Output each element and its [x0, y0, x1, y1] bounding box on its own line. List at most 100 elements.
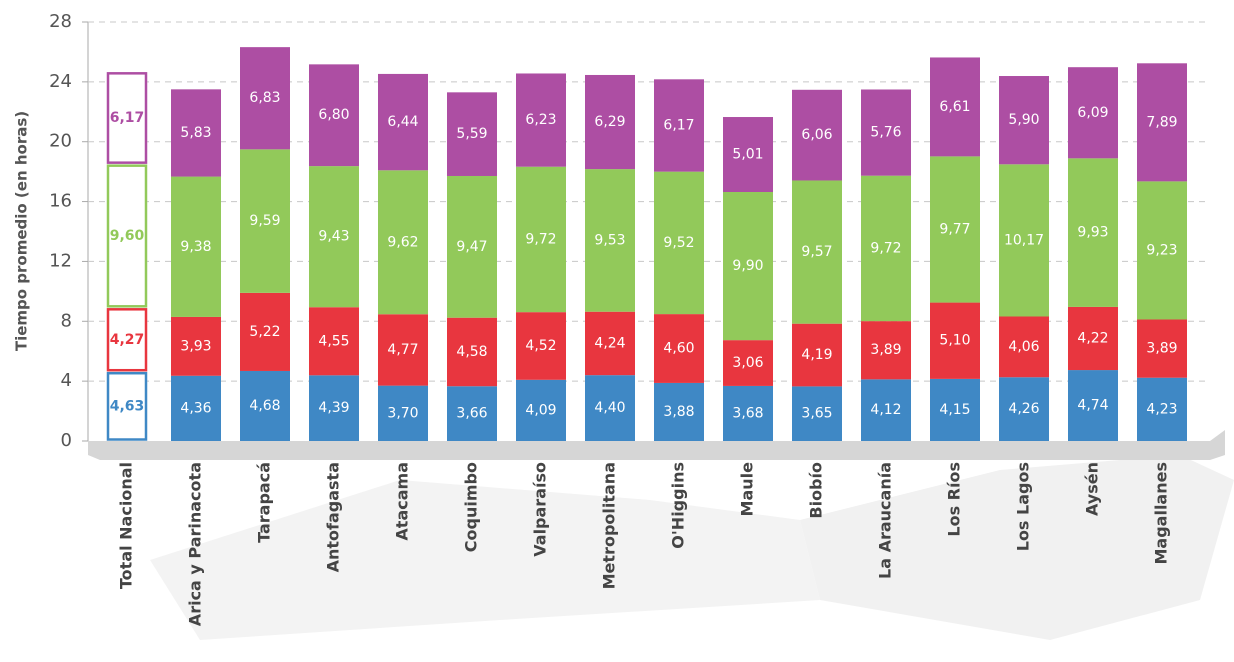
value-label: 4,68 — [249, 398, 280, 414]
value-label: 6,80 — [318, 107, 349, 123]
bar-segment — [171, 176, 221, 317]
bar-segment — [861, 89, 911, 176]
bar-segment — [1068, 158, 1118, 307]
bar-segment — [654, 382, 704, 441]
bar-segment — [240, 149, 290, 293]
value-label: 3,89 — [870, 342, 901, 358]
bar-segment — [654, 314, 704, 383]
bar-segment — [447, 92, 497, 176]
value-label: 3,68 — [732, 405, 763, 421]
bar-segment — [585, 74, 635, 170]
bar-segment — [447, 175, 497, 318]
value-label: 3,66 — [456, 406, 487, 422]
value-label: 5,90 — [1008, 112, 1039, 128]
bar-segment — [930, 57, 980, 157]
bar-segment — [240, 292, 290, 371]
bar-segment — [1137, 319, 1187, 378]
bar-segment — [516, 312, 566, 380]
bar-segment — [1068, 67, 1118, 159]
value-label: 4,74 — [1077, 398, 1108, 414]
value-label: 9,59 — [249, 213, 280, 229]
value-label: 3,93 — [180, 338, 211, 354]
bar-segment — [309, 375, 359, 441]
bar-segment — [516, 379, 566, 441]
value-label: 4,26 — [1008, 401, 1039, 417]
x-tick-label: Atacama — [393, 462, 412, 541]
bar-segment — [999, 316, 1049, 378]
bar-segment — [930, 156, 980, 303]
x-tick-label: Biobío — [807, 462, 826, 519]
bar-segment — [1068, 370, 1118, 441]
x-tick-label: Magallanes — [1152, 462, 1171, 565]
y-tick-label: 20 — [49, 131, 72, 152]
y-tick-label: 0 — [61, 430, 72, 451]
value-label: 4,55 — [318, 333, 349, 349]
bar-segment — [585, 375, 635, 441]
value-label: 9,72 — [525, 231, 556, 247]
value-label: 4,15 — [939, 402, 970, 418]
bar-segment — [723, 340, 773, 386]
value-label: 10,17 — [1004, 232, 1044, 248]
bar-segment — [861, 321, 911, 380]
x-tick-label: Los Lagos — [1014, 462, 1033, 551]
value-label: 3,88 — [663, 404, 694, 420]
value-label: 5,59 — [456, 126, 487, 142]
x-tick-label: O'Higgins — [669, 462, 688, 549]
bar-segment — [999, 377, 1049, 441]
bar-segment — [999, 76, 1049, 165]
value-label: 6,29 — [594, 114, 625, 130]
value-label: 4,19 — [801, 347, 832, 363]
value-label: 5,83 — [180, 125, 211, 141]
bar-segment — [792, 180, 842, 324]
value-label: 9,90 — [732, 258, 763, 274]
x-tick-label: La Araucanía — [876, 462, 895, 579]
value-label: 6,09 — [1077, 105, 1108, 121]
bar-segment — [654, 79, 704, 172]
bar-segment — [171, 316, 221, 376]
value-label: 4,77 — [387, 342, 418, 358]
x-tick-label: Arica y Parinacota — [186, 462, 205, 626]
bar-segment — [930, 378, 980, 441]
bar-segment — [240, 47, 290, 150]
bar-segment — [585, 311, 635, 376]
value-label: 5,22 — [249, 324, 280, 340]
value-label: 6,83 — [249, 90, 280, 106]
value-label: 3,70 — [387, 405, 418, 421]
value-label: 9,60 — [110, 228, 145, 244]
bar-segment — [1137, 181, 1187, 320]
y-tick-label: 16 — [49, 191, 72, 212]
value-label: 3,65 — [801, 406, 832, 422]
value-label: 4,27 — [110, 332, 145, 348]
bar-segment — [861, 175, 911, 322]
x-tick-label: Maule — [738, 462, 757, 517]
bar-segment — [378, 170, 428, 315]
bar-segment — [309, 64, 359, 167]
value-label: 4,24 — [594, 335, 625, 351]
bar-segment — [171, 89, 221, 177]
value-label: 4,63 — [110, 398, 145, 414]
value-label: 9,77 — [939, 221, 970, 237]
value-label: 9,38 — [180, 239, 211, 255]
y-tick-label: 8 — [61, 310, 72, 331]
value-label: 4,23 — [1146, 401, 1177, 417]
bar-segment — [309, 307, 359, 376]
x-tick-label: Tarapacá — [255, 462, 274, 543]
value-label: 9,23 — [1146, 242, 1177, 258]
value-label: 4,36 — [180, 400, 211, 416]
value-label: 9,52 — [663, 235, 694, 251]
bar-segment — [654, 171, 704, 315]
bar-segment — [309, 166, 359, 308]
value-label: 4,39 — [318, 400, 349, 416]
bar-segment — [516, 166, 566, 313]
bar-segment — [171, 375, 221, 441]
y-tick-label: 12 — [49, 250, 72, 271]
map-background — [150, 480, 820, 640]
value-label: 9,53 — [594, 232, 625, 248]
value-label: 6,17 — [110, 110, 145, 126]
value-label: 4,06 — [1008, 339, 1039, 355]
value-label: 6,61 — [939, 99, 970, 115]
value-label: 5,76 — [870, 125, 901, 141]
value-label: 3,06 — [732, 355, 763, 371]
value-label: 6,23 — [525, 112, 556, 128]
